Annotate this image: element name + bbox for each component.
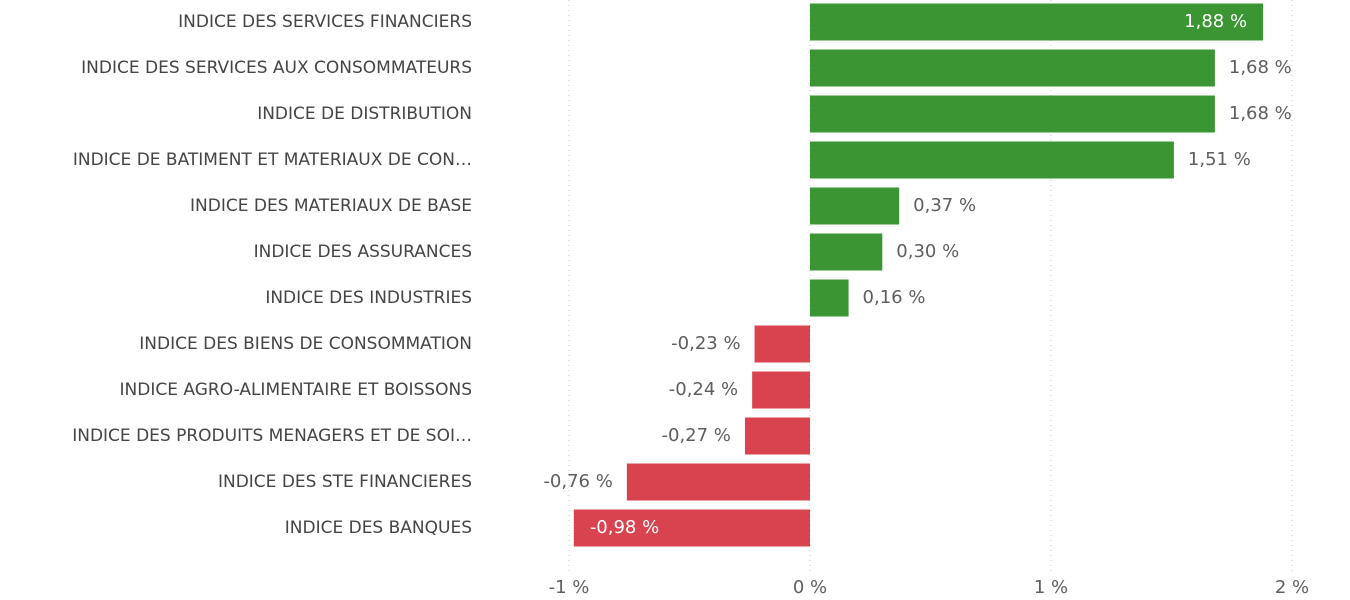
bar: [810, 3, 1264, 41]
value-label: 1,68 %: [1229, 103, 1292, 124]
bar: [754, 325, 810, 363]
x-tick-label: 2 %: [1275, 577, 1309, 598]
value-label: -0,76 %: [543, 471, 612, 492]
value-label: -0,23 %: [671, 333, 740, 354]
category-label: INDICE DE BATIMENT ET MATERIAUX DE CON…: [73, 150, 472, 170]
bar: [626, 463, 810, 501]
category-label: INDICE DES ASSURANCES: [254, 242, 472, 262]
x-tick-label: 1 %: [1034, 577, 1068, 598]
category-label: INDICE DES BIENS DE CONSOMMATION: [139, 334, 472, 354]
value-label: -0,98 %: [590, 517, 659, 538]
category-label: INDICE DES SERVICES FINANCIERS: [178, 12, 472, 32]
x-tick-label: -1 %: [549, 577, 590, 598]
bar: [810, 279, 849, 317]
bar: [810, 95, 1215, 133]
category-label: INDICE DES BANQUES: [285, 518, 472, 538]
value-label: 0,30 %: [896, 241, 959, 262]
bar: [810, 233, 883, 271]
bar: [744, 417, 810, 455]
category-label: INDICE DES PRODUITS MENAGERS ET DE SOI…: [72, 426, 472, 446]
value-label: 1,51 %: [1188, 149, 1251, 170]
category-label: INDICE AGRO-ALIMENTAIRE ET BOISSONS: [120, 380, 472, 400]
value-label: 0,16 %: [863, 287, 926, 308]
category-label: INDICE DES STE FINANCIERES: [218, 472, 472, 492]
bar: [810, 141, 1174, 179]
bar: [573, 509, 810, 547]
category-label: INDICE DES MATERIAUX DE BASE: [190, 196, 472, 216]
category-label: INDICE DES SERVICES AUX CONSOMMATEURS: [81, 58, 472, 78]
value-label: 0,37 %: [913, 195, 976, 216]
value-label: -0,27 %: [662, 425, 731, 446]
value-label: 1,88 %: [1184, 11, 1247, 32]
value-label: 1,68 %: [1229, 57, 1292, 78]
value-label: -0,24 %: [669, 379, 738, 400]
bar: [752, 371, 810, 409]
x-tick-label: 0 %: [793, 577, 827, 598]
category-label: INDICE DE DISTRIBUTION: [257, 104, 472, 124]
bar: [810, 187, 900, 225]
bar: [810, 49, 1215, 87]
category-label: INDICE DES INDUSTRIES: [265, 288, 472, 308]
